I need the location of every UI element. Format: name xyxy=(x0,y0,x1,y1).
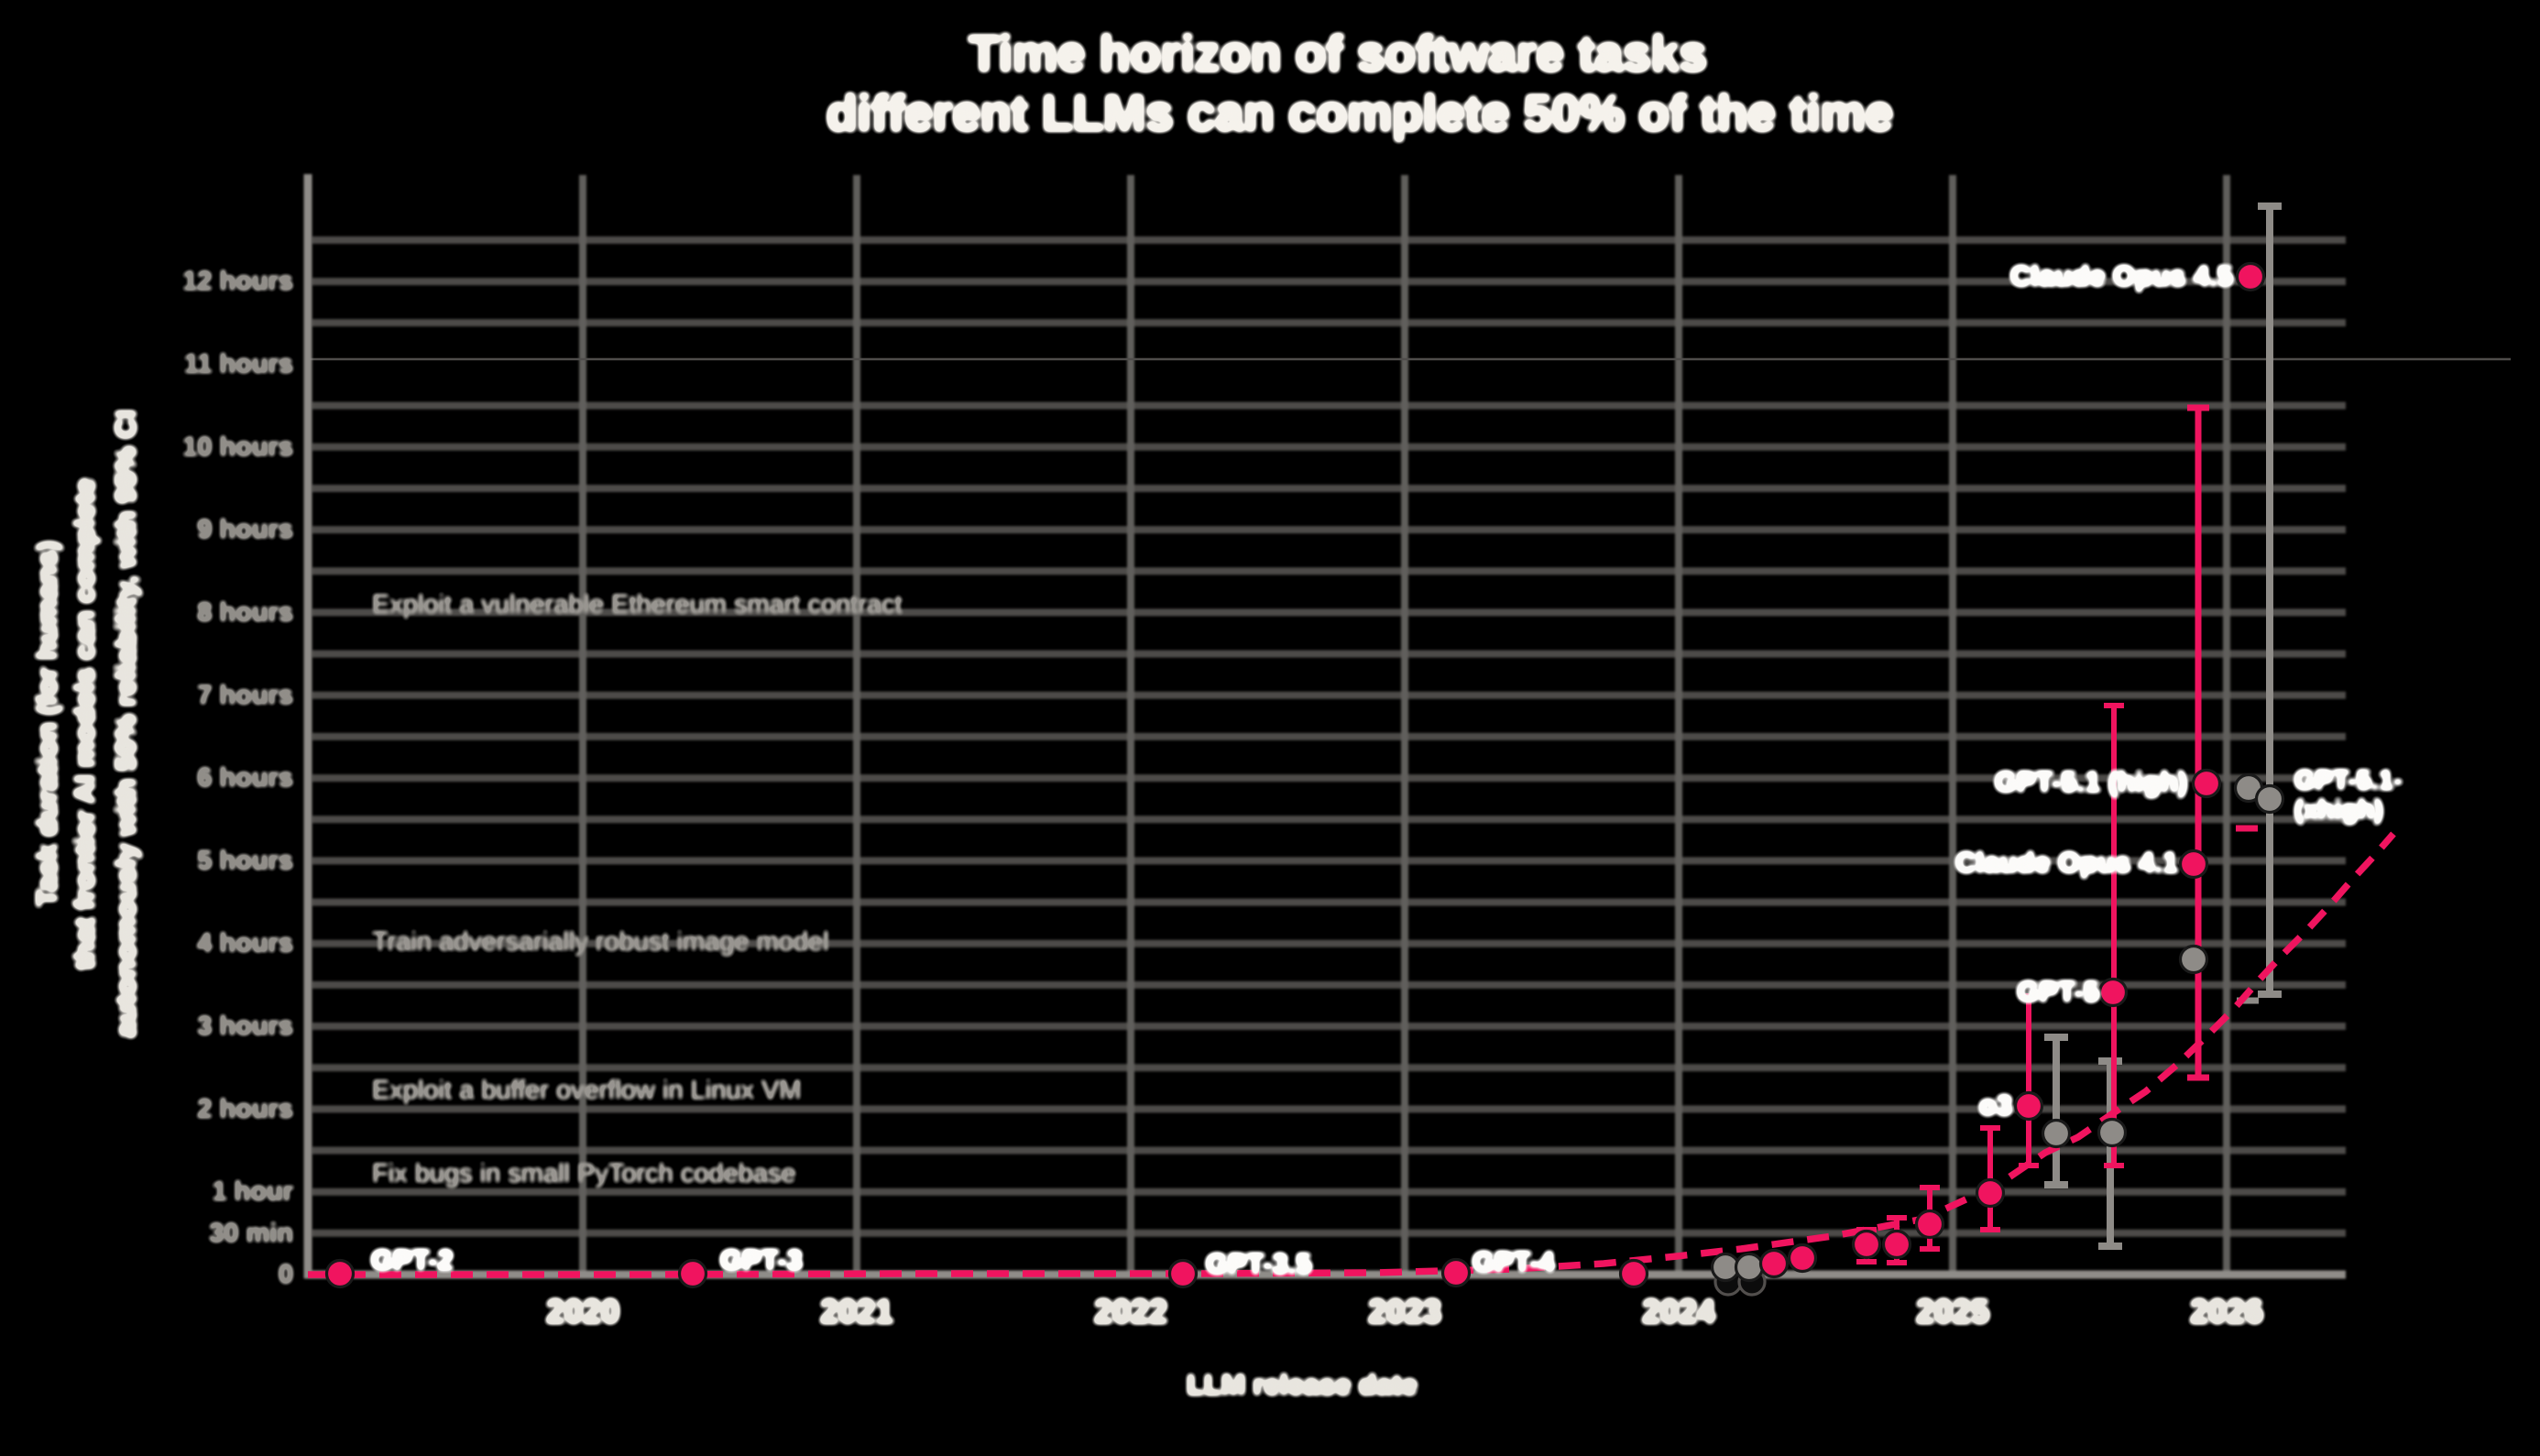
svg-text:GPT-3: GPT-3 xyxy=(720,1244,803,1276)
svg-text:different LLMs can complete 50: different LLMs can complete 50% of the t… xyxy=(827,84,1893,141)
svg-text:GPT-5.1-: GPT-5.1- xyxy=(2294,766,2403,795)
svg-text:2021: 2021 xyxy=(820,1293,893,1330)
svg-text:6 hours: 6 hours xyxy=(197,763,293,793)
svg-text:8 hours: 8 hours xyxy=(197,597,293,627)
svg-text:GPT-3.5: GPT-3.5 xyxy=(1206,1248,1311,1280)
svg-text:Claude Opus 4.5: Claude Opus 4.5 xyxy=(2010,260,2233,292)
svg-text:10 hours: 10 hours xyxy=(182,432,293,462)
svg-text:2025: 2025 xyxy=(1916,1293,1989,1330)
svg-text:3 hours: 3 hours xyxy=(197,1012,293,1041)
svg-text:Exploit a vulnerable Ethereum: Exploit a vulnerable Ethereum smart cont… xyxy=(372,590,903,619)
svg-text:2020: 2020 xyxy=(546,1293,619,1330)
svg-text:30 min: 30 min xyxy=(209,1219,293,1248)
svg-text:11 hours: 11 hours xyxy=(184,349,293,378)
svg-text:4 hours: 4 hours xyxy=(197,929,293,958)
svg-text:LLM release date: LLM release date xyxy=(1187,1369,1418,1401)
svg-text:Fix bugs in small PyTorch code: Fix bugs in small PyTorch codebase xyxy=(372,1159,796,1188)
svg-text:9 hours: 9 hours xyxy=(197,515,293,544)
svg-text:Exploit a buffer overflow in L: Exploit a buffer overflow in Linux VM xyxy=(372,1076,802,1105)
svg-text:GPT-5: GPT-5 xyxy=(2017,976,2099,1008)
svg-text:2026: 2026 xyxy=(2190,1293,2263,1330)
svg-text:that frontier AI models can co: that frontier AI models can complete xyxy=(69,478,101,969)
svg-text:0: 0 xyxy=(279,1260,293,1289)
svg-text:2 hours: 2 hours xyxy=(197,1094,293,1123)
svg-text:12 hours: 12 hours xyxy=(182,267,293,296)
svg-text:autonomously with 50% reliabil: autonomously with 50% reliability, with … xyxy=(110,411,142,1038)
svg-text:5 hours: 5 hours xyxy=(197,846,293,875)
svg-text:Claude Opus 4.1: Claude Opus 4.1 xyxy=(1955,847,2178,879)
svg-text:GPT-2: GPT-2 xyxy=(371,1244,454,1276)
svg-text:GPT-5.1 (high): GPT-5.1 (high) xyxy=(1995,766,2187,798)
svg-text:2023: 2023 xyxy=(1368,1293,1441,1330)
svg-text:GPT-4: GPT-4 xyxy=(1473,1246,1555,1278)
svg-text:(xhigh): (xhigh) xyxy=(2294,795,2383,825)
svg-text:2024: 2024 xyxy=(1642,1293,1715,1330)
svg-text:2022: 2022 xyxy=(1094,1293,1167,1330)
svg-text:7 hours: 7 hours xyxy=(197,681,293,710)
svg-text:Train adversarially robust ima: Train adversarially robust image model xyxy=(372,927,829,957)
svg-text:Task duration (for humans): Task duration (for humans) xyxy=(31,541,63,906)
svg-text:1 hour: 1 hour xyxy=(212,1177,293,1207)
svg-text:Time horizon of software tasks: Time horizon of software tasks xyxy=(969,25,1707,82)
svg-text:o3: o3 xyxy=(1979,1089,2012,1122)
